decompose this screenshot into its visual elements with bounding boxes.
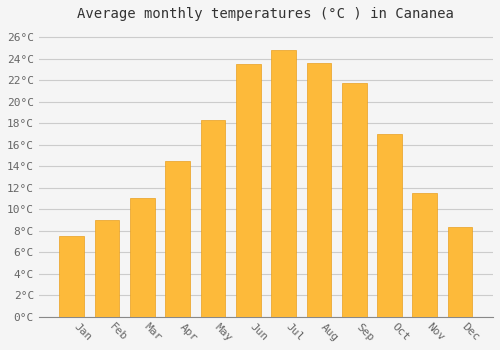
Bar bbox=[166, 161, 190, 317]
Bar bbox=[200, 120, 226, 317]
Bar bbox=[94, 220, 120, 317]
Title: Average monthly temperatures (°C ) in Cananea: Average monthly temperatures (°C ) in Ca… bbox=[78, 7, 454, 21]
Bar bbox=[236, 64, 260, 317]
Bar bbox=[377, 134, 402, 317]
Bar bbox=[342, 83, 366, 317]
Bar bbox=[60, 236, 84, 317]
Bar bbox=[271, 50, 296, 317]
Bar bbox=[448, 228, 472, 317]
Bar bbox=[306, 63, 331, 317]
Bar bbox=[412, 193, 437, 317]
Bar bbox=[130, 198, 155, 317]
